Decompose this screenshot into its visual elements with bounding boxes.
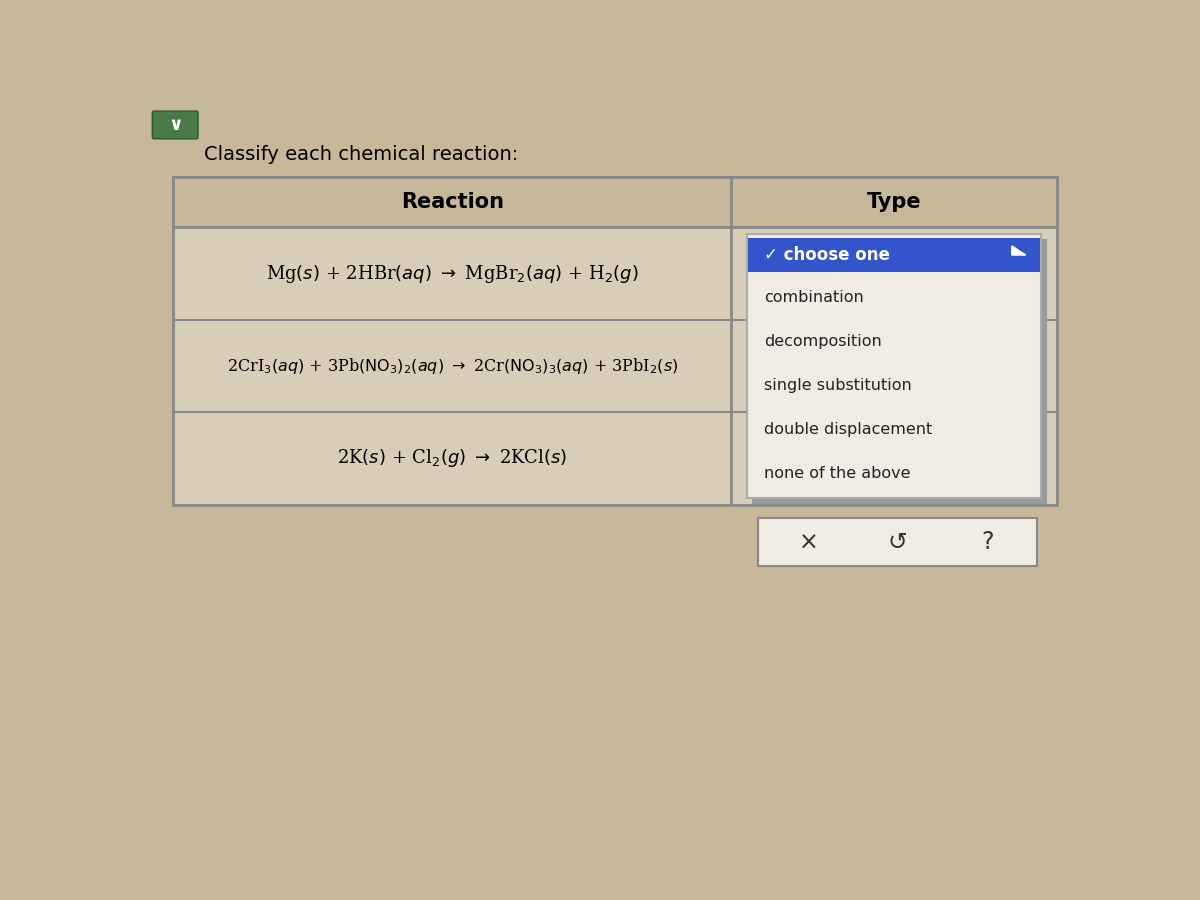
Text: Mg$(s)$ + 2HBr$(aq)$ $\rightarrow$ MgBr$_2(aq)$ + H$_2(g)$: Mg$(s)$ + 2HBr$(aq)$ $\rightarrow$ MgBr$… [266,263,638,284]
Bar [758,518,1037,566]
Text: single substitution: single substitution [763,378,912,392]
Text: none of the above: none of the above [763,466,911,481]
Text: double displacement: double displacement [763,422,932,436]
Text: decomposition: decomposition [763,334,882,348]
Text: ×: × [799,530,818,554]
Text: 2K$(s)$ + Cl$_2(g)$ $\rightarrow$ 2KCl$(s)$: 2K$(s)$ + Cl$_2(g)$ $\rightarrow$ 2KCl$(… [337,447,568,470]
Bar [173,177,1057,505]
Text: Classify each chemical reaction:: Classify each chemical reaction: [204,145,518,164]
Polygon shape [1012,246,1026,255]
Bar [752,238,1046,504]
Text: ✓ choose one: ✓ choose one [763,246,889,264]
Text: ↺: ↺ [888,530,907,554]
Text: combination: combination [763,290,864,304]
Bar [173,177,1057,228]
Text: Type: Type [866,193,922,212]
Bar [746,233,1042,499]
Text: 2CrI$_3(aq)$ + 3Pb$(\mathrm{NO}_3)_2(aq)$ $\rightarrow$ 2Cr$(\mathrm{NO}_3)_3(aq: 2CrI$_3(aq)$ + 3Pb$(\mathrm{NO}_3)_2(aq)… [227,356,678,376]
Bar [749,238,1039,272]
Text: ∨: ∨ [168,116,182,134]
Text: Reaction: Reaction [401,193,504,212]
Text: ?: ? [980,530,994,554]
FancyBboxPatch shape [152,111,198,139]
